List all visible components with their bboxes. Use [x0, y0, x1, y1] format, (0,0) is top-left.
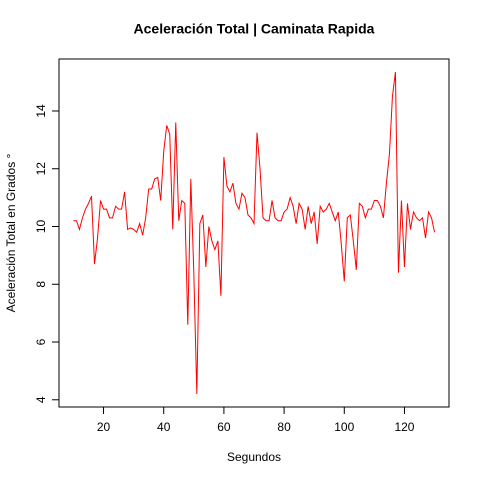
x-tick-label: 100 — [334, 420, 354, 434]
y-tick-label: 6 — [34, 338, 48, 345]
x-tick-label: 60 — [217, 420, 231, 434]
chart-title: Aceleración Total | Caminata Rapida — [134, 21, 375, 37]
data-line — [73, 71, 436, 395]
y-tick-label: 8 — [34, 281, 48, 288]
x-tick-label: 20 — [97, 420, 111, 434]
y-tick-label: 4 — [34, 396, 48, 403]
y-tick-label: 10 — [34, 220, 48, 234]
x-tick-label: 40 — [157, 420, 171, 434]
y-tick-label: 12 — [34, 162, 48, 176]
x-tick-label: 80 — [277, 420, 291, 434]
plot-box — [58, 58, 450, 408]
y-axis-label: Aceleración Total en Grados ° — [4, 153, 18, 312]
x-axis-label: Segundos — [227, 450, 281, 464]
x-tick-label: 120 — [394, 420, 414, 434]
y-tick-label: 14 — [34, 104, 48, 118]
